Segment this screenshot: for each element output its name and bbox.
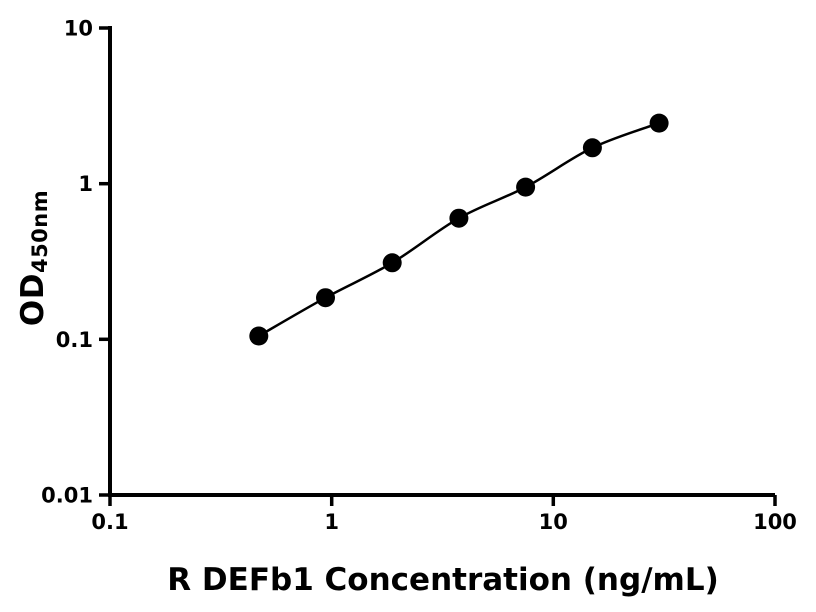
x-axis-tick-label: 100: [753, 510, 797, 534]
y-axis-tick-label: 10: [64, 17, 93, 41]
y-axis-tick-label: 1: [78, 172, 93, 196]
data-point: [582, 138, 602, 158]
data-point: [449, 208, 469, 228]
data-point: [649, 113, 669, 133]
y-axis-label-main: OD: [15, 273, 51, 327]
y-axis-label-subscript: 450nm: [28, 189, 52, 274]
y-axis-tick-label: 0.1: [56, 328, 93, 352]
x-axis-tick-label: 0.1: [91, 510, 128, 534]
data-point: [382, 253, 402, 273]
data-point: [249, 326, 269, 346]
axis-spines: [108, 26, 775, 497]
data-point: [316, 288, 335, 308]
y-axis-tick-label: 0.01: [41, 484, 93, 508]
x-axis-tick-label: 1: [324, 510, 339, 534]
x-axis-tick-label: 10: [539, 510, 568, 534]
x-axis-label: R DEFb1 Concentration (ng/mL): [167, 562, 719, 598]
y-axis-label: OD450nm: [15, 189, 52, 327]
data-point: [516, 177, 536, 197]
